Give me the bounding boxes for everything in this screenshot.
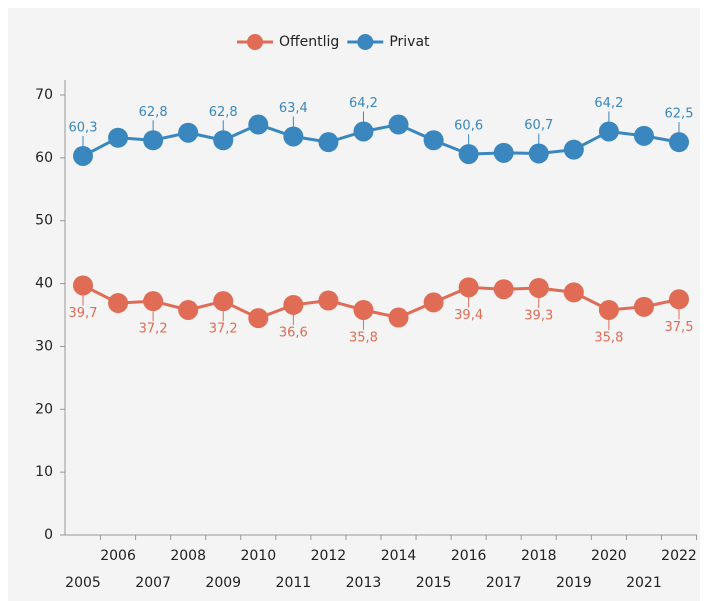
value-label: 37,2 (209, 322, 238, 337)
point (493, 279, 514, 300)
legend-marker (357, 34, 374, 50)
point (563, 282, 584, 303)
value-label: 37,5 (665, 320, 694, 335)
y-tick-label: 50 (35, 213, 53, 229)
y-tick-label: 40 (35, 276, 53, 292)
x-tick-label: 2012 (311, 548, 347, 564)
point (493, 142, 514, 163)
x-tick-label: 2016 (451, 548, 487, 564)
point (633, 125, 654, 146)
value-label: 64,2 (349, 96, 378, 111)
y-tick-label: 70 (35, 87, 53, 103)
point (108, 127, 129, 148)
x-tick-label: 2022 (661, 548, 697, 564)
x-tick-label: 2019 (556, 575, 592, 591)
point (563, 139, 584, 160)
value-label: 36,6 (279, 325, 308, 340)
point (178, 122, 199, 143)
legend-marker (247, 34, 263, 50)
value-label: 62,5 (665, 107, 694, 122)
x-tick-label: 2015 (416, 575, 452, 591)
value-label: 39,3 (524, 308, 553, 323)
point (633, 296, 654, 317)
x-tick-label: 2011 (276, 575, 312, 591)
x-tick-label: 2014 (381, 548, 417, 564)
value-label: 35,8 (349, 330, 378, 345)
value-label: 60,3 (69, 120, 98, 135)
y-tick-label: 20 (35, 401, 53, 417)
y-tick-label: 0 (44, 527, 53, 543)
point (318, 290, 339, 311)
value-label: 62,8 (209, 105, 238, 120)
point (178, 299, 199, 320)
x-tick-label: 2008 (170, 548, 206, 564)
point (248, 114, 269, 135)
x-tick-label: 2006 (100, 548, 136, 564)
point (423, 292, 444, 313)
x-tick-label: 2018 (521, 548, 557, 564)
value-label: 35,8 (594, 330, 623, 345)
x-tick-label: 2013 (346, 575, 382, 591)
value-label: 60,6 (454, 119, 483, 134)
y-tick-label: 60 (35, 150, 53, 166)
x-tick-label: 2020 (591, 548, 627, 564)
legend-label: Offentlig (279, 34, 339, 50)
x-tick-label: 2005 (65, 575, 101, 591)
value-label: 37,2 (139, 322, 168, 337)
x-tick-label: 2009 (205, 575, 241, 591)
legend-label: Privat (389, 34, 430, 50)
point (108, 293, 129, 314)
value-label: 39,7 (69, 306, 98, 321)
value-label: 64,2 (594, 96, 623, 111)
point (423, 130, 444, 151)
point (388, 307, 409, 328)
value-label: 63,4 (279, 101, 308, 116)
x-tick-label: 2010 (240, 548, 276, 564)
point (248, 308, 269, 329)
x-tick-label: 2017 (486, 575, 522, 591)
value-label: 60,7 (524, 118, 553, 133)
point (318, 132, 339, 153)
x-tick-label: 2021 (626, 575, 662, 591)
y-tick-label: 30 (35, 338, 53, 354)
point (388, 114, 409, 135)
x-tick-label: 2007 (135, 575, 171, 591)
value-label: 39,4 (454, 308, 483, 323)
y-tick-label: 10 (35, 464, 53, 480)
value-label: 62,8 (139, 105, 168, 120)
